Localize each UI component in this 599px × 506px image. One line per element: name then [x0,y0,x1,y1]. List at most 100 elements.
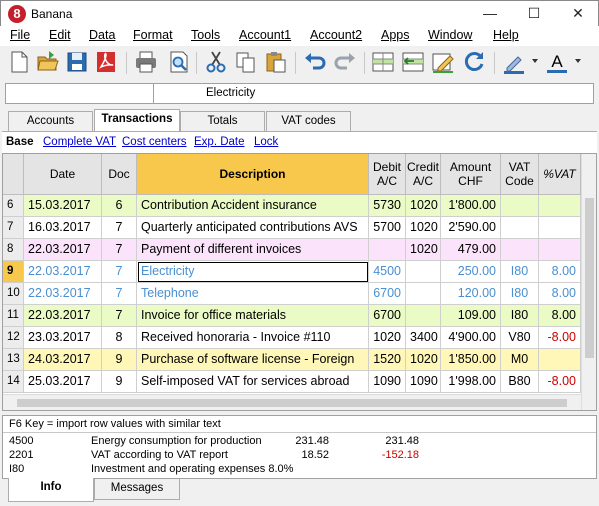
cell-credit[interactable]: 1020 [406,217,441,239]
copy-icon[interactable] [233,49,259,75]
recheck-icon[interactable] [461,49,487,75]
minimize-button[interactable]: — [483,5,497,21]
cell-amount[interactable]: 109.00 [441,305,501,327]
print-icon[interactable] [133,49,159,75]
cell-doc[interactable]: 9 [102,371,137,393]
table-row[interactable]: 10 22.03.2017 7 Telephone 6700 120.00 I80 8.00 [3,283,581,305]
cell-date[interactable]: 16.03.2017 [24,217,102,239]
table-row[interactable]: 7 16.03.2017 7 Quarterly anticipated contri… [3,217,581,239]
delete-row-icon[interactable] [400,49,426,75]
cell-debit[interactable]: 6700 [369,305,406,327]
cell-debit[interactable]: 1020 [369,327,406,349]
tab-info[interactable]: Info [8,478,94,502]
cell-reference-field[interactable] [6,84,154,103]
table-row[interactable]: 9 22.03.2017 7 Electricity 4500 250.00 I80 8.00 [3,261,581,283]
cell-desc[interactable]: Payment of different invoices [137,239,369,261]
cell-doc[interactable]: 8 [102,327,137,349]
cell-debit[interactable]: 1520 [369,349,406,371]
table-row[interactable]: 6 15.03.2017 6 Contribution Accident insura… [3,195,581,217]
table-row[interactable]: 8 22.03.2017 7 Payment of different invoice… [3,239,581,261]
cell-vatcode[interactable]: M0 [501,349,539,371]
add-row-icon[interactable] [370,49,396,75]
menu-window[interactable]: Window [428,28,473,42]
cell-desc[interactable]: Contribution Accident insurance [137,195,369,217]
cell-doc[interactable]: 7 [102,283,137,305]
column-header-description[interactable]: Description [137,154,369,195]
cell-debit[interactable]: 4500 [369,261,406,283]
cell-pctvat[interactable] [539,217,581,239]
redo-icon[interactable] [332,49,358,75]
cell-doc[interactable]: 7 [102,305,137,327]
vertical-scrollbar[interactable] [581,154,596,410]
cell-date[interactable]: 15.03.2017 [24,195,102,217]
horizontal-scrollbar[interactable] [3,394,581,410]
column-header-debit[interactable]: Debit A/C [369,154,406,195]
cell-credit[interactable] [406,261,441,283]
view-complete-vat[interactable]: Complete VAT [43,136,117,148]
cell-amount[interactable]: 1'850.00 [441,349,501,371]
maximize-button[interactable]: ☐ [527,5,541,21]
cell-desc[interactable]: Quarterly anticipated contributions AVS [137,217,369,239]
cell-desc[interactable]: Invoice for office materials [137,305,369,327]
table-row[interactable]: 13 24.03.2017 9 Purchase of software licens… [3,349,581,371]
cell-credit[interactable]: 1090 [406,371,441,393]
cell-pctvat[interactable]: 8.00 [539,305,581,327]
cell-doc[interactable]: 6 [102,195,137,217]
cell-vatcode[interactable] [501,217,539,239]
highlight-dropdown-icon[interactable] [532,59,538,63]
cell-value-field[interactable]: Electricity [206,87,256,99]
print-preview-icon[interactable] [166,49,192,75]
cell-date[interactable]: 22.03.2017 [24,239,102,261]
cell-credit[interactable] [406,305,441,327]
view-lock[interactable]: Lock [254,136,279,148]
font-color-icon[interactable]: A [544,49,570,75]
cell-doc[interactable]: 9 [102,349,137,371]
cell-credit[interactable]: 3400 [406,327,441,349]
cell-debit[interactable]: 5730 [369,195,406,217]
cell-pctvat[interactable] [539,195,581,217]
column-header-doc[interactable]: Doc [102,154,137,195]
menu-help[interactable]: Help [493,28,519,42]
cell-pctvat[interactable] [539,349,581,371]
cell-pctvat[interactable]: 8.00 [539,261,581,283]
tab-vat-codes[interactable]: VAT codes [266,111,351,131]
menu-edit[interactable]: Edit [49,28,71,42]
cell-vatcode[interactable]: V80 [501,327,539,349]
view-base[interactable]: Base [6,136,34,148]
cell-vatcode[interactable]: I80 [501,283,539,305]
cell-date[interactable]: 25.03.2017 [24,371,102,393]
tab-transactions[interactable]: Transactions [94,109,180,131]
cell-desc[interactable]: Telephone [137,283,369,305]
cell-debit[interactable]: 6700 [369,283,406,305]
cell-date[interactable]: 24.03.2017 [24,349,102,371]
cell-date[interactable]: 23.03.2017 [24,327,102,349]
cell-date[interactable]: 22.03.2017 [24,305,102,327]
tab-accounts[interactable]: Accounts [8,111,93,131]
cell-date[interactable]: 22.03.2017 [24,283,102,305]
column-header-vat-code[interactable]: VAT Code [501,154,539,195]
cell-credit[interactable] [406,283,441,305]
cell-doc[interactable]: 7 [102,261,137,283]
cell-amount[interactable]: 479.00 [441,239,501,261]
menu-account2[interactable]: Account2 [310,28,363,42]
cell-pctvat[interactable]: 8.00 [539,283,581,305]
cell-date[interactable]: 22.03.2017 [24,261,102,283]
highlight-pen-icon[interactable] [501,49,527,75]
cell-vatcode[interactable]: I80 [501,305,539,327]
cell-debit[interactable]: 5700 [369,217,406,239]
menu-account1[interactable]: Account1 [239,28,292,42]
menu-tools[interactable]: Tools [191,28,221,42]
cell-pctvat[interactable]: -8.00 [539,327,581,349]
cell-amount[interactable]: 250.00 [441,261,501,283]
new-file-icon[interactable] [6,49,32,75]
menu-data[interactable]: Data [89,28,116,42]
cell-debit[interactable]: 1090 [369,371,406,393]
cell-credit[interactable]: 1020 [406,195,441,217]
pdf-icon[interactable] [93,49,119,75]
cell-desc[interactable]: Received honoraria - Invoice #110 [137,327,369,349]
cell-amount[interactable]: 1'998.00 [441,371,501,393]
column-header-credit[interactable]: Credit A/C [406,154,441,195]
paste-icon[interactable] [263,49,289,75]
cell-desc[interactable]: Electricity [137,261,369,283]
cell-desc[interactable]: Self-imposed VAT for services abroad [137,371,369,393]
